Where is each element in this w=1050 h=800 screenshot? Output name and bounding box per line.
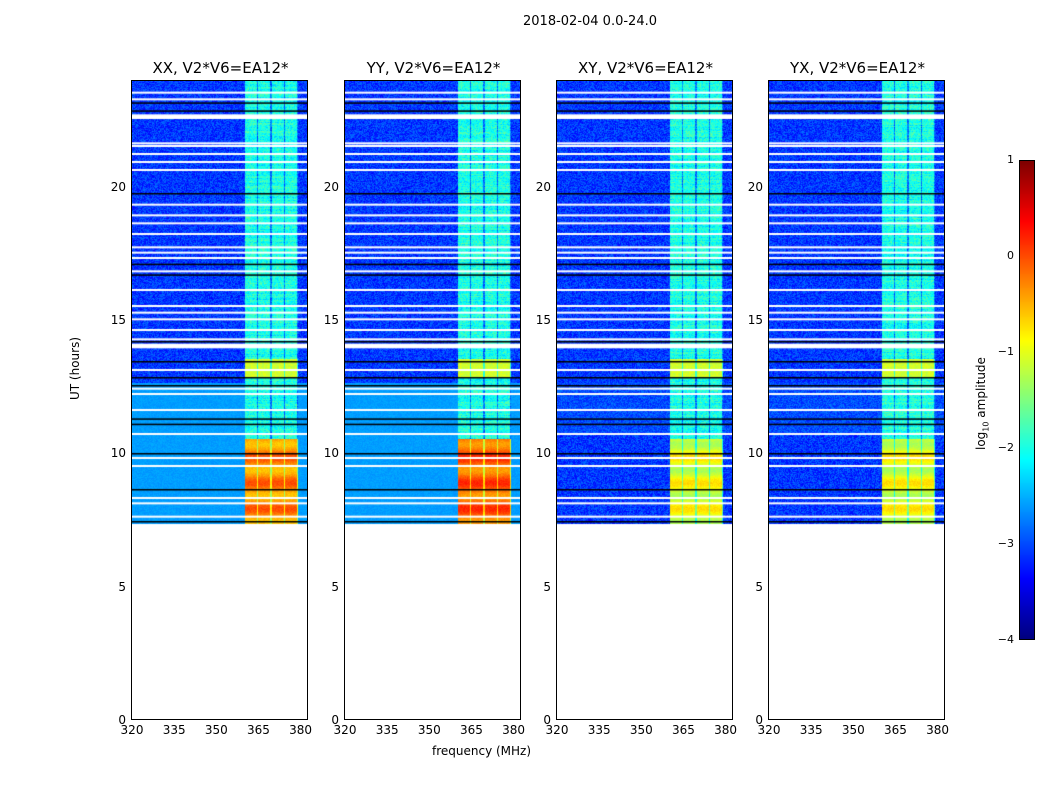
panel-0: XX, V2*V6=EA12* 320 335 350 365 380 0 5 10 15 20 xyxy=(111,59,312,737)
y-tick-label: 0 xyxy=(331,713,339,727)
x-tick-label: 335 xyxy=(799,723,823,737)
y-tick-label: 5 xyxy=(118,579,126,594)
y-tick-label: 0 xyxy=(755,713,763,727)
panel-2: XY, V2*V6=EA12* 320 335 350 365 380 0 5 10 15 20 xyxy=(536,59,737,737)
y-axis-label: UT (hours) xyxy=(68,336,82,400)
x-tick-label: 335 xyxy=(375,723,399,737)
y-tick-label: 0 xyxy=(118,713,126,727)
y-tick-label: 10 xyxy=(535,446,551,461)
x-tick-label: 335 xyxy=(587,723,611,737)
y-tick-label: 5 xyxy=(755,579,763,594)
y-tick-label: 20 xyxy=(535,179,551,194)
colorbar-label-base: log xyxy=(974,431,988,450)
x-axis-label: frequency (MHz) xyxy=(432,744,532,758)
y-tick-label: 0 xyxy=(543,713,551,727)
panel-title: YY, V2*V6=EA12* xyxy=(366,59,501,77)
y-tick-label: 15 xyxy=(747,313,763,327)
y-tick-label: 20 xyxy=(110,179,126,194)
x-tick-label: 380 xyxy=(502,723,526,737)
panel-title: XX, V2*V6=EA12* xyxy=(152,59,289,77)
colorbar-tick-label: −4 xyxy=(997,633,1014,646)
panel-title: XY, V2*V6=EA12* xyxy=(578,59,713,77)
colorbar-label: log10 amplitude xyxy=(974,357,990,450)
y-tick-label: 20 xyxy=(747,179,763,194)
colorbar-tick-label: 0 xyxy=(1007,249,1014,262)
heatmap-image xyxy=(132,81,307,719)
x-tick-label: 350 xyxy=(629,723,653,737)
y-tick-label: 15 xyxy=(323,313,339,327)
y-tick-label: 10 xyxy=(110,446,126,461)
x-tick-label: 320 xyxy=(545,723,569,737)
y-tick-label: 10 xyxy=(323,446,339,461)
x-tick-label: 320 xyxy=(757,723,781,737)
colorbar xyxy=(1019,160,1035,640)
x-tick-label: 380 xyxy=(926,723,950,737)
panel-1: YY, V2*V6=EA12* 320 335 350 365 380 0 5 10 15 20 xyxy=(324,59,525,737)
x-tick-label: 350 xyxy=(841,723,865,737)
y-tick-label: 15 xyxy=(535,313,551,327)
y-tick-label: 5 xyxy=(543,579,551,594)
colorbar-tick-label: −2 xyxy=(997,441,1014,454)
y-tick-label: 15 xyxy=(110,313,126,327)
x-tick-label: 365 xyxy=(246,723,270,737)
x-tick-label: 350 xyxy=(204,723,228,737)
x-tick-label: 365 xyxy=(883,723,907,737)
x-tick-label: 365 xyxy=(671,723,695,737)
colorbar-label-sub: 10 xyxy=(981,421,991,432)
x-tick-label: 365 xyxy=(459,723,483,737)
figure-title: 2018-02-04 0.0-24.0 xyxy=(523,14,657,29)
heatmap-image xyxy=(557,81,732,719)
y-tick-label: 20 xyxy=(323,179,339,194)
panel-title: YX, V2*V6=EA12* xyxy=(790,59,925,77)
y-tick-label: 5 xyxy=(331,579,339,594)
panel-3: YX, V2*V6=EA12* 320 335 350 365 380 0 5 10 15 20 xyxy=(748,59,949,737)
colorbar-tick-label: −3 xyxy=(997,537,1014,550)
colorbar-label-rest: amplitude xyxy=(974,357,988,422)
heatmap-image xyxy=(769,81,944,719)
heatmap-image xyxy=(345,81,520,719)
colorbar-tick-label: −1 xyxy=(997,345,1014,358)
y-tick-label: 10 xyxy=(747,446,763,461)
x-tick-label: 350 xyxy=(417,723,441,737)
x-tick-label: 380 xyxy=(289,723,313,737)
x-tick-label: 320 xyxy=(120,723,144,737)
colorbar-tick-label: 1 xyxy=(1007,153,1014,166)
x-tick-label: 320 xyxy=(333,723,357,737)
x-tick-label: 380 xyxy=(714,723,738,737)
x-tick-label: 335 xyxy=(162,723,186,737)
